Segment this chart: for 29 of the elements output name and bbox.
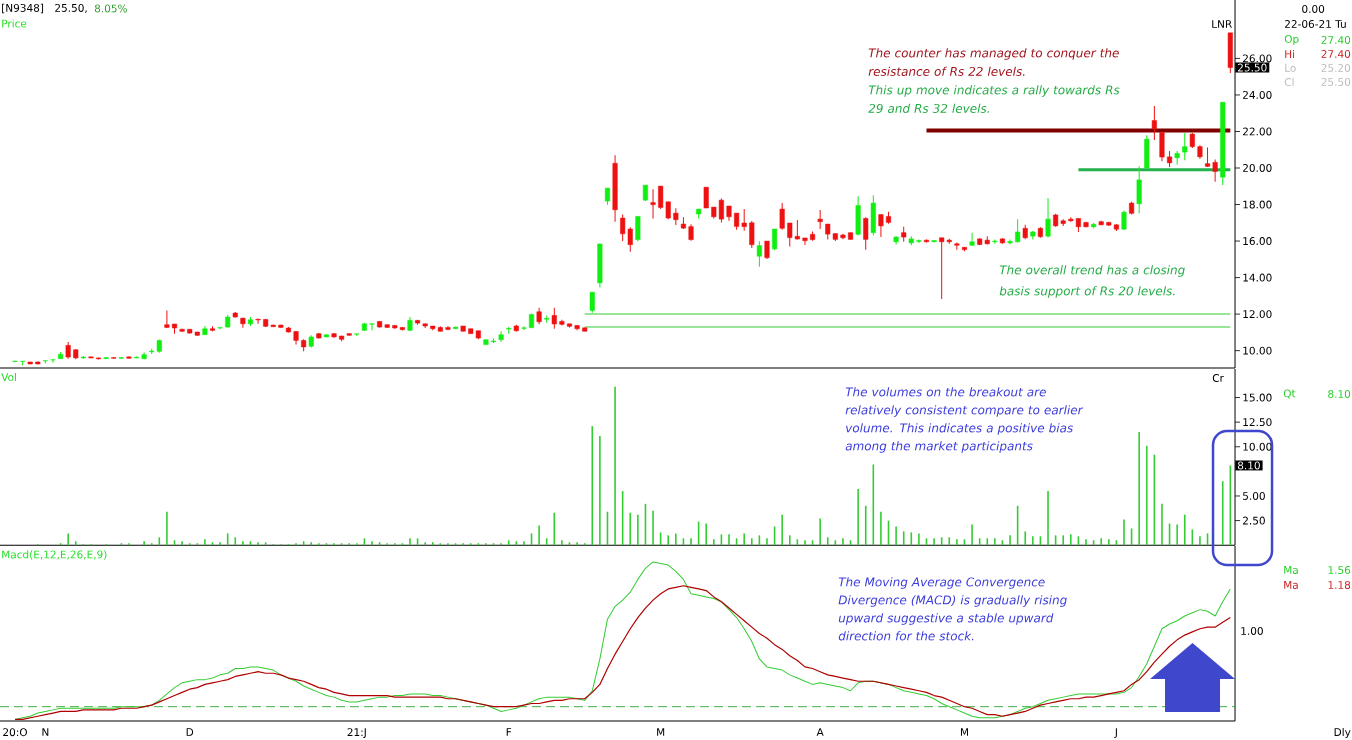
y-tick-label: 12.50 xyxy=(1243,418,1272,427)
text: 8.10 xyxy=(1328,390,1351,398)
text: Ma xyxy=(1284,581,1298,589)
x-tick-label: 21:J xyxy=(347,728,366,739)
text: 1.00 xyxy=(1241,627,1263,635)
y-axis-title: Cr xyxy=(1212,374,1224,382)
text: Dly xyxy=(1334,727,1351,739)
x-tick-label: 20:O xyxy=(3,728,27,737)
y-tick-label: 2.50 xyxy=(1242,516,1265,525)
x-tick-label: M xyxy=(960,728,968,736)
x-tick-label: F xyxy=(506,728,512,736)
annotation: The volumes on the breakout are relatively consistent compare to earlier volume. This indicates a positive bias among the market participants xyxy=(845,387,1084,453)
x-tick-label: D xyxy=(186,728,194,736)
text: 1.18 xyxy=(1328,581,1351,589)
x-tick-label: M xyxy=(657,728,665,736)
chart-title: Macd(E,12,E,26,E,9) xyxy=(2,550,107,560)
y-tick-label: 5.00 xyxy=(1243,492,1265,500)
x-tick-label: A xyxy=(816,728,824,736)
candlestick xyxy=(50,358,56,364)
y-tick-label: 10.00 xyxy=(1243,442,1272,451)
annotation: The Moving Average Convergence Divergence (MACD) is gradually rising upward suggestive a stable upward direction for the stock. xyxy=(838,577,1067,641)
text: 1.56 xyxy=(1328,566,1351,574)
x-tick-label: J xyxy=(1114,728,1117,738)
x-tick-label: N xyxy=(42,728,49,736)
text: 8.10 xyxy=(1237,461,1260,470)
chart-title: Vol xyxy=(1,372,16,382)
text: Ma xyxy=(1284,566,1298,574)
y-tick-label: 15.00 xyxy=(1243,393,1272,402)
text: Qt xyxy=(1283,389,1296,399)
